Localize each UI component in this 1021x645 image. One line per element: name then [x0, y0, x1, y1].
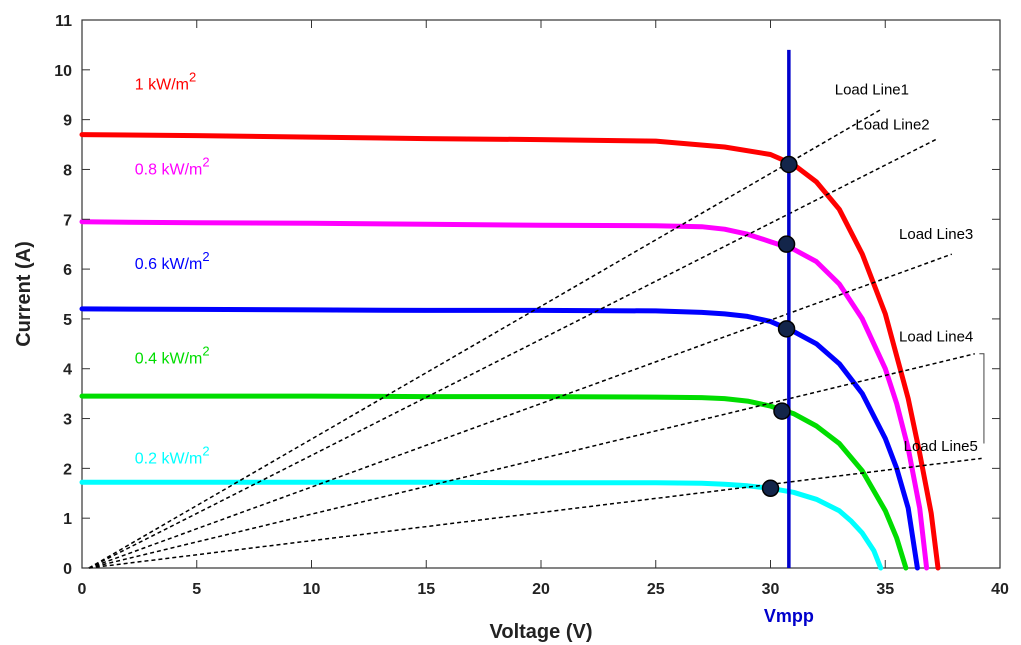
y-axis-label: Current (A) — [13, 241, 35, 347]
y-tick-label: 9 — [63, 113, 72, 130]
y-tick-label: 11 — [55, 13, 72, 30]
y-tick-label: 7 — [63, 212, 72, 229]
x-tick-label: 5 — [192, 581, 201, 598]
x-tick-label: 0 — [78, 581, 87, 598]
load-line — [88, 457, 982, 569]
series-label-superscript: 2 — [202, 249, 209, 264]
x-tick-label: 10 — [303, 581, 321, 598]
load-line — [88, 253, 953, 569]
series-label: 0.6 kW/m2 — [135, 249, 210, 273]
series-label-text: 0.2 kW/m — [135, 450, 203, 467]
plot-area — [81, 19, 1001, 569]
series-line — [79, 393, 909, 571]
series-line — [79, 219, 930, 571]
load-line — [88, 109, 882, 569]
ticks-layer: 0 5 10 15 20 25 30 35 40 0 1 2 3 4 5 6 7 8 9 10 11 — [54, 13, 1009, 598]
y-tick-label: 0 — [63, 561, 72, 578]
series-label: 1 kW/m2 — [135, 70, 196, 94]
vmpp-label: Vmpp — [764, 606, 814, 626]
load-line-bracket — [979, 353, 985, 444]
series-label-superscript: 2 — [189, 70, 196, 85]
load-line-label: Load Line1 — [835, 82, 909, 99]
series-line — [79, 479, 884, 571]
series-label: 0.4 kW/m2 — [135, 344, 210, 368]
mpp-point — [777, 320, 796, 338]
y-tick-label: 10 — [54, 63, 72, 80]
series-label-text: 0.6 kW/m — [135, 256, 203, 273]
series-label-superscript: 2 — [202, 443, 209, 458]
load-line-label: Load Line5 — [904, 438, 978, 455]
series-label: 0.2 kW/m2 — [135, 443, 210, 467]
mpp-point — [780, 155, 798, 174]
y-tick-label: 4 — [63, 362, 72, 379]
series-line — [79, 306, 920, 571]
x-tick-label: 30 — [762, 581, 780, 598]
series-label-text: 0.8 kW/m — [135, 161, 203, 178]
series-label-text: 0.4 kW/m — [135, 351, 203, 368]
load-line-label: Load Line4 — [899, 328, 973, 345]
y-tick-label: 3 — [63, 412, 72, 429]
y-tick-label: 1 — [63, 511, 72, 528]
mpp-point — [761, 479, 780, 498]
x-tick-label: 20 — [532, 581, 550, 598]
load-line-label: Load Line2 — [855, 117, 929, 134]
load-line-label: Load Line3 — [899, 226, 973, 243]
mpp-markers-layer: Vmpp — [761, 49, 814, 626]
series-label-superscript: 2 — [202, 154, 209, 169]
series-label-text: 1 kW/m — [135, 77, 189, 94]
series-layer: 1 kW/m20.8 kW/m20.6 kW/m20.4 kW/m20.2 kW… — [79, 70, 941, 571]
y-tick-label: 5 — [63, 312, 72, 329]
load-lines-layer: Load Line1 Load Line2 Load Line3 Load Line4… — [88, 82, 985, 569]
series-label-superscript: 2 — [202, 344, 209, 359]
y-tick-label: 2 — [63, 461, 72, 478]
x-tick-label: 15 — [417, 581, 435, 598]
load-line — [88, 353, 975, 569]
y-tick-label: 6 — [63, 262, 72, 279]
mpp-point — [777, 235, 796, 253]
series-label: 0.8 kW/m2 — [135, 154, 210, 178]
x-tick-label: 35 — [876, 581, 894, 598]
x-tick-label: 40 — [991, 581, 1009, 598]
mpp-point — [773, 402, 791, 420]
x-tick-label: 25 — [647, 581, 665, 598]
y-tick-label: 8 — [63, 162, 72, 179]
x-axis-label: Voltage (V) — [490, 621, 593, 643]
